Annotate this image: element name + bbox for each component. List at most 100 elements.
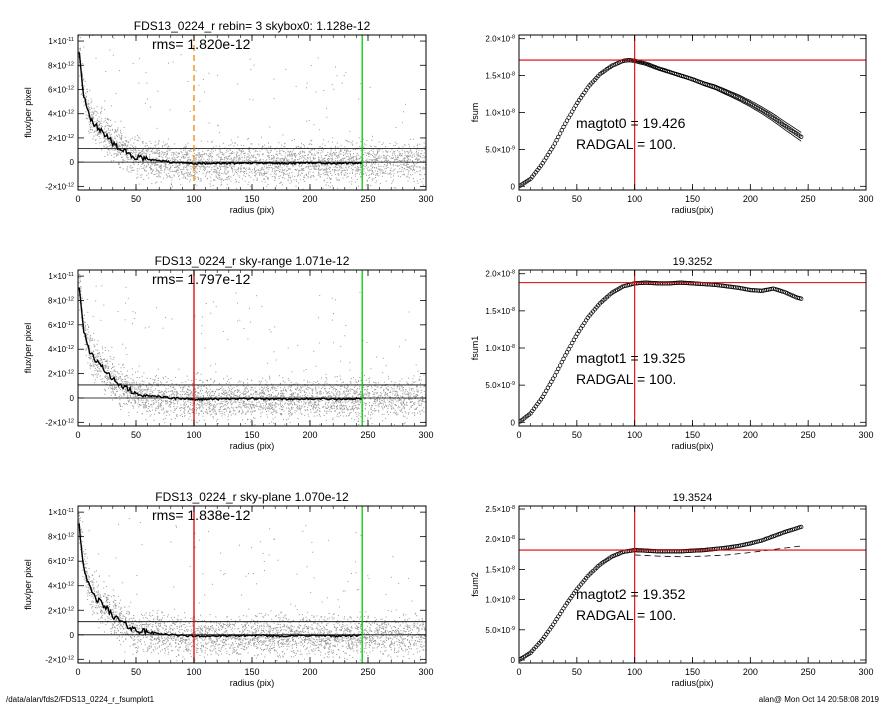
scatter-point <box>160 155 162 157</box>
scatter-point <box>162 141 164 143</box>
scatter-point <box>249 321 251 323</box>
scatter-point <box>253 405 255 407</box>
scatter-point <box>224 167 226 169</box>
scatter-point <box>340 167 342 169</box>
scatter-point <box>303 370 305 372</box>
scatter-point <box>188 149 190 151</box>
scatter-point <box>296 405 298 407</box>
scatter-point <box>171 159 173 161</box>
scatter-point <box>303 168 305 169</box>
scatter-point <box>335 158 337 160</box>
scatter-point <box>183 156 185 157</box>
scatter-point <box>276 160 278 162</box>
scatter-point <box>170 390 172 392</box>
scatter-point <box>133 381 135 383</box>
scatter-point <box>235 395 237 397</box>
scatter-point <box>214 169 216 171</box>
scatter-point <box>110 125 112 127</box>
scatter-point <box>211 400 213 402</box>
scatter-point <box>92 138 94 140</box>
scatter-point <box>297 386 299 388</box>
scatter-point <box>78 289 80 291</box>
scatter-point <box>125 141 127 142</box>
scatter-point <box>285 162 287 164</box>
scatter-point <box>170 401 171 403</box>
scatter-point <box>118 163 119 165</box>
scatter-point <box>249 160 251 162</box>
scatter-point <box>248 174 250 176</box>
scatter-point <box>311 391 313 393</box>
scatter-point <box>94 379 96 381</box>
scatter-point <box>290 396 292 397</box>
scatter-point <box>122 151 124 153</box>
scatter-point <box>83 85 85 87</box>
scatter-point <box>328 388 330 389</box>
scatter-point <box>344 169 345 171</box>
scatter-point <box>322 143 324 145</box>
scatter-point <box>396 160 398 162</box>
scatter-point <box>146 159 148 161</box>
scatter-point <box>213 381 215 383</box>
scatter-point <box>113 160 115 162</box>
scatter-point <box>318 149 320 151</box>
scatter-point <box>372 135 373 137</box>
scatter-point <box>326 107 328 109</box>
scatter-point <box>289 385 291 387</box>
scatter-point <box>115 93 117 95</box>
scatter-point <box>418 170 420 172</box>
scatter-point <box>282 134 284 136</box>
scatter-point <box>232 165 234 167</box>
scatter-point <box>320 393 322 395</box>
scatter-point <box>240 396 242 398</box>
scatter-point <box>318 391 320 393</box>
scatter-point <box>188 395 190 397</box>
scatter-point <box>258 380 260 382</box>
scatter-point <box>107 378 109 380</box>
scatter-point <box>106 366 108 368</box>
scatter-point <box>296 168 298 170</box>
scatter-point <box>347 409 349 411</box>
scatter-point <box>261 305 263 307</box>
scatter-point <box>299 408 301 410</box>
scatter-point <box>330 148 332 150</box>
scatter-point <box>267 171 269 173</box>
scatter-point <box>220 184 222 186</box>
scatter-point <box>220 157 221 159</box>
scatter-point <box>397 170 399 172</box>
scatter-point <box>222 166 224 168</box>
scatter-point <box>148 326 150 328</box>
scatter-point <box>82 80 84 82</box>
scatter-point <box>372 166 374 168</box>
scatter-point <box>156 181 158 183</box>
scatter-point <box>395 158 397 160</box>
scatter-point <box>326 116 328 118</box>
scatter-point <box>214 409 216 411</box>
scatter-point <box>132 399 134 401</box>
scatter-point <box>408 156 410 157</box>
scatter-point <box>236 188 238 190</box>
scatter-point <box>347 408 349 410</box>
scatter-point <box>135 154 137 156</box>
scatter-point <box>278 142 280 144</box>
scatter-point <box>228 382 230 384</box>
scatter-point <box>135 393 136 395</box>
scatter-point <box>194 392 196 393</box>
scatter-point <box>98 116 100 118</box>
scatter-point <box>312 175 314 177</box>
scatter-point <box>343 411 345 413</box>
scatter-point <box>237 136 239 138</box>
scatter-point <box>219 175 221 176</box>
scatter-point <box>117 142 119 144</box>
scatter-point <box>260 405 261 407</box>
scatter-point <box>420 174 422 176</box>
scatter-point <box>273 388 275 390</box>
scatter-point <box>283 160 285 162</box>
scatter-point <box>334 154 336 156</box>
scatter-point <box>275 160 277 162</box>
scatter-point <box>163 154 165 156</box>
scatter-point <box>221 162 223 164</box>
scatter-point <box>275 153 277 155</box>
scatter-point <box>208 395 210 397</box>
scatter-point <box>226 396 228 398</box>
scatter-point <box>266 177 268 179</box>
